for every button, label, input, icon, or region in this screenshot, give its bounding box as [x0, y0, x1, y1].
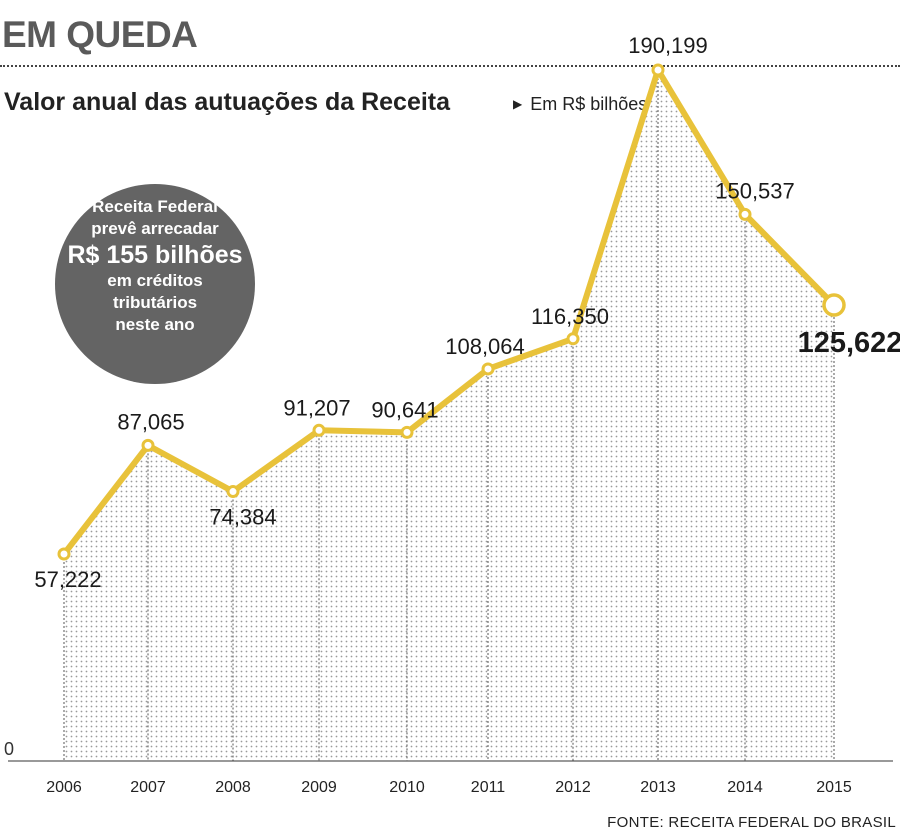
data-label: 108,064 — [445, 334, 525, 359]
bubble-line-3: R$ 155 bilhões — [67, 241, 243, 269]
data-label: 91,207 — [283, 395, 350, 420]
data-point-highlight — [822, 293, 846, 317]
data-point — [141, 438, 155, 452]
unit-note: ▶ Em R$ bilhões — [513, 94, 647, 115]
data-point — [481, 362, 495, 376]
data-point — [400, 425, 414, 439]
bubble-line-6: neste ano — [115, 315, 195, 334]
arrow-right-icon: ▶ — [513, 97, 523, 111]
x-tick-label: 2012 — [555, 779, 591, 796]
x-tick-label: 2010 — [389, 779, 425, 796]
kicker-title: EM QUEDA — [2, 14, 198, 55]
chart-title: Valor anual das autuações da Receita — [4, 88, 451, 116]
data-point — [738, 207, 752, 221]
x-tick-label: 2006 — [46, 779, 82, 796]
series-line — [61, 66, 837, 558]
x-tick-label: 2013 — [640, 779, 676, 796]
data-label: 74,384 — [209, 505, 276, 530]
x-tick-label: 2014 — [727, 779, 763, 796]
unit-label: Em R$ bilhões — [530, 94, 648, 114]
bubble-line-5: tributários — [112, 293, 198, 312]
bubble-line-1: Receita Federal — [92, 197, 218, 216]
data-label: 57,222 — [34, 567, 101, 592]
data-label: 90,641 — [371, 397, 438, 422]
data-label: 190,199 — [628, 33, 708, 58]
callout-bubble: Receita Federal prevê arrecadar R$ 155 b… — [55, 184, 255, 384]
area-fill — [64, 69, 834, 761]
source-note: FONTE: RECEITA FEDERAL DO BRASIL — [607, 814, 896, 831]
data-point — [226, 485, 240, 499]
x-tick-label: 2008 — [215, 779, 251, 796]
data-label: 150,537 — [715, 178, 795, 203]
y-tick-zero: 0 — [4, 739, 14, 759]
data-label: 116,350 — [531, 304, 609, 329]
bubble-line-4: em créditos — [107, 271, 203, 290]
data-label: 87,065 — [117, 409, 184, 434]
x-tick-label: 2011 — [471, 779, 506, 796]
data-label: 125,622 — [798, 327, 900, 359]
data-point — [651, 63, 665, 77]
data-point — [312, 423, 326, 437]
x-tick-label: 2007 — [130, 779, 166, 796]
divider — [0, 65, 900, 67]
data-point — [57, 547, 71, 561]
bubble-line-2: prevê arrecadar — [91, 219, 219, 238]
x-tick-label: 2009 — [301, 779, 337, 796]
data-point — [566, 332, 580, 346]
x-tick-label: 2015 — [816, 779, 852, 796]
